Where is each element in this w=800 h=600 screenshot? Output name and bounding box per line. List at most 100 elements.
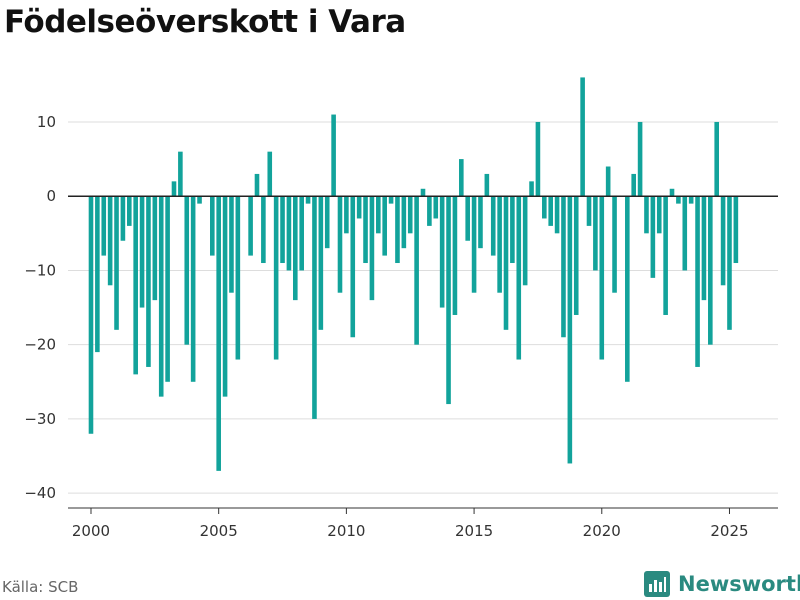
bar (708, 196, 713, 345)
bar (720, 196, 726, 286)
bar (465, 196, 470, 241)
bar (324, 196, 330, 249)
bar (178, 151, 183, 197)
bar (478, 196, 483, 249)
x-tick-label: 2000 (72, 522, 110, 540)
x-tick-label: 2015 (455, 522, 493, 540)
bar (369, 196, 375, 301)
axes (68, 195, 778, 514)
bar (682, 196, 688, 271)
bar (548, 196, 553, 226)
bar (280, 196, 285, 264)
bar (420, 188, 426, 197)
bar (427, 196, 432, 226)
bar (497, 196, 502, 293)
source-note: Källa: SCB (2, 578, 79, 596)
bar (605, 166, 611, 197)
bar (318, 196, 324, 330)
bar (356, 196, 362, 219)
bar (305, 196, 311, 204)
bar (407, 196, 413, 234)
bar (331, 114, 336, 197)
bar (414, 196, 419, 345)
bar (580, 77, 585, 197)
bar (433, 196, 439, 219)
bar (516, 196, 522, 360)
bar (312, 196, 317, 419)
x-tick-label: 2025 (710, 522, 748, 540)
x-tick-label: 2010 (327, 522, 365, 540)
bar (293, 196, 298, 301)
bar (695, 196, 700, 367)
newsworthy-icon (644, 571, 670, 597)
y-tick-label: 0 (46, 187, 56, 205)
bar (510, 196, 515, 264)
bar (733, 196, 739, 264)
bar (554, 196, 560, 234)
bar (235, 196, 241, 360)
bar (561, 196, 566, 338)
bar (701, 196, 707, 301)
bar (344, 196, 349, 234)
bar (631, 173, 636, 197)
bar (586, 196, 592, 226)
bar (529, 181, 534, 197)
bar (158, 196, 164, 397)
bar (139, 196, 145, 308)
bar (286, 196, 292, 271)
bar (567, 196, 573, 464)
bar (267, 151, 273, 197)
tick-labels: 10 0 −10 −20 −30 −40 2000 2005 2010 2015 2020 2025 (24, 113, 748, 540)
bar (337, 196, 343, 293)
bar (184, 196, 190, 345)
brand-name: Newsworthy (678, 572, 800, 596)
bar (197, 196, 202, 204)
brand-logo[interactable]: Newsworthy (644, 569, 800, 599)
bar (101, 196, 107, 256)
bar (350, 196, 356, 338)
bar (535, 121, 541, 197)
bar (222, 196, 228, 397)
bar (120, 196, 126, 241)
x-tick-label: 2005 (200, 522, 238, 540)
bar (688, 196, 694, 204)
bars (88, 77, 739, 471)
bar (727, 196, 732, 330)
bar (401, 196, 407, 249)
bar (210, 196, 215, 256)
bar (676, 196, 681, 204)
bar (114, 196, 119, 330)
bar (446, 196, 451, 405)
bar (439, 196, 445, 308)
bar (248, 196, 253, 256)
bar (593, 196, 598, 271)
bar (88, 196, 94, 434)
bar (152, 196, 158, 301)
bar (133, 196, 138, 375)
y-tick-label: −40 (24, 484, 56, 502)
bar (388, 196, 394, 204)
bar (254, 173, 260, 197)
bar (190, 196, 196, 382)
bar (273, 196, 279, 360)
y-tick-label: 10 (37, 113, 56, 131)
bar (573, 196, 579, 315)
bar (165, 196, 170, 382)
y-tick-label: −20 (24, 336, 56, 354)
bar (669, 188, 675, 197)
bar (376, 196, 381, 234)
bar (663, 196, 668, 315)
bar (107, 196, 113, 286)
y-tick-label: −30 (24, 410, 56, 428)
bar (395, 196, 400, 264)
y-tick-label: −10 (24, 261, 56, 279)
chart-title: Födelseöverskott i Vara (4, 4, 406, 40)
bar (216, 196, 221, 471)
bar (625, 196, 630, 382)
bar (146, 196, 151, 367)
bar (637, 121, 643, 197)
bar (261, 196, 266, 264)
bar (382, 196, 387, 256)
bar (612, 196, 617, 293)
